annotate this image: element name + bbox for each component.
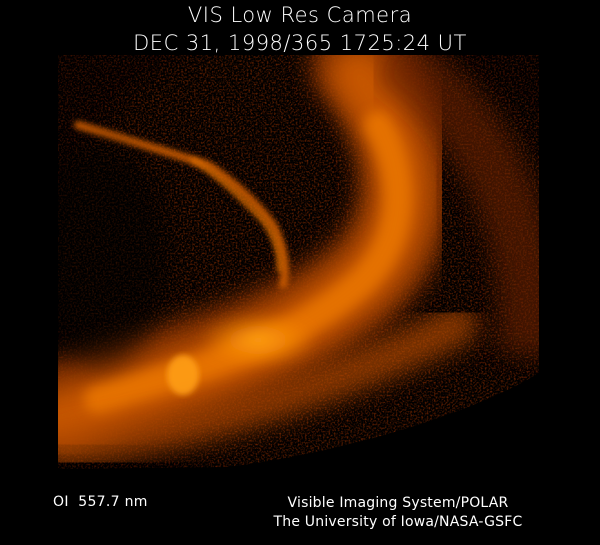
- aurora-image: [58, 55, 539, 469]
- credit-instrument: Visible Imaging System/POLAR: [287, 495, 509, 511]
- image-title: VIS Low Res Camera: [187, 3, 413, 27]
- credits: Visible Imaging System/POLAR The Univers…: [248, 494, 548, 532]
- observation-timestamp: DEC 31, 1998/365 1725:24 UT: [133, 31, 467, 55]
- aurora-image-render: [58, 55, 539, 469]
- wavelength-label: OI 557.7 nm: [53, 494, 148, 510]
- credit-institution: The University of Iowa/NASA-GSFC: [273, 514, 523, 530]
